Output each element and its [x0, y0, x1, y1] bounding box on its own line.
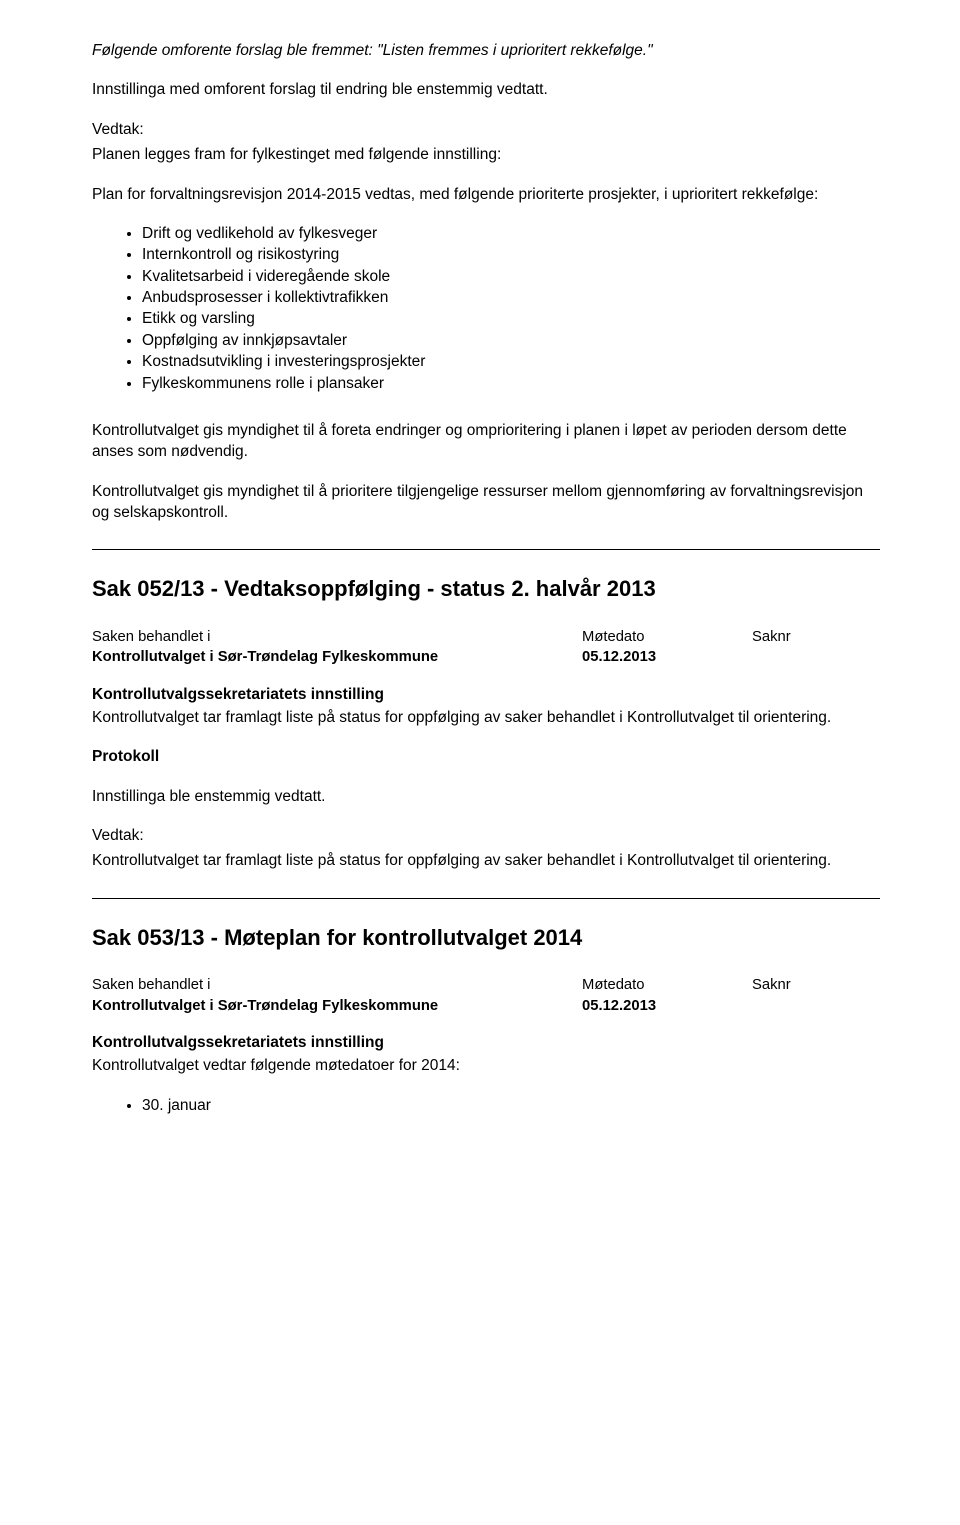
sak052-protokoll-label: Protokoll — [92, 746, 880, 767]
list-item: Kostnadsutvikling i investeringsprosjekt… — [142, 351, 880, 372]
sak052-innstilling-label: Kontrollutvalgssekretariatets innstillin… — [92, 684, 880, 705]
list-item: Drift og vedlikehold av fylkesveger — [142, 223, 880, 244]
sak053-meta-data: Kontrollutvalget i Sør-Trøndelag Fylkesk… — [92, 996, 880, 1016]
sak052-meta-data: Kontrollutvalget i Sør-Trøndelag Fylkesk… — [92, 647, 880, 667]
section-divider — [92, 898, 880, 899]
priority-paragraph: Kontrollutvalget gis myndighet til å pri… — [92, 481, 880, 524]
vedtak-label: Vedtak: — [92, 119, 880, 140]
meta-data-col2: 05.12.2013 — [582, 647, 752, 667]
adopted-text: Innstillinga med omforent forslag til en… — [92, 79, 880, 100]
list-item: Fylkeskommunens rolle i plansaker — [142, 373, 880, 394]
list-item: Anbudsprosesser i kollektivtrafikken — [142, 287, 880, 308]
meta-data-col3 — [752, 996, 880, 1016]
list-item: Internkontroll og risikostyring — [142, 244, 880, 265]
meta-header-col2: Møtedato — [582, 975, 752, 995]
section-divider — [92, 549, 880, 550]
list-item: Oppfølging av innkjøpsavtaler — [142, 330, 880, 351]
sak053-bullet-list: 30. januar — [92, 1095, 880, 1116]
sak053-innstilling-label: Kontrollutvalgssekretariatets innstillin… — [92, 1032, 880, 1053]
authority-paragraph: Kontrollutvalget gis myndighet til å for… — [92, 420, 880, 463]
meta-data-col3 — [752, 647, 880, 667]
meta-header-col1: Saken behandlet i — [92, 975, 582, 995]
plan-body: Plan for forvaltningsrevisjon 2014-2015 … — [92, 184, 880, 205]
list-item: 30. januar — [142, 1095, 880, 1116]
meta-data-col1: Kontrollutvalget i Sør-Trøndelag Fylkesk… — [92, 647, 582, 667]
sak052-meta-header: Saken behandlet i Møtedato Saknr — [92, 627, 880, 647]
sak053-title: Sak 053/13 - Møteplan for kontrollutvalg… — [92, 923, 880, 953]
meta-header-col2: Møtedato — [582, 627, 752, 647]
meta-data-col1: Kontrollutvalget i Sør-Trøndelag Fylkesk… — [92, 996, 582, 1016]
sak052-vedtak-body: Kontrollutvalget tar framlagt liste på s… — [92, 850, 880, 871]
sak053-innstilling-body: Kontrollutvalget vedtar følgende møtedat… — [92, 1055, 880, 1076]
sak052-protokoll-body: Innstillinga ble enstemmig vedtatt. — [92, 786, 880, 807]
meta-header-col1: Saken behandlet i — [92, 627, 582, 647]
sak053-meta-header: Saken behandlet i Møtedato Saknr — [92, 975, 880, 995]
meta-header-col3: Saknr — [752, 975, 880, 995]
meta-data-col2: 05.12.2013 — [582, 996, 752, 1016]
list-item: Etikk og varsling — [142, 308, 880, 329]
sak052-vedtak-label: Vedtak: — [92, 825, 880, 846]
meta-header-col3: Saknr — [752, 627, 880, 647]
plan-intro: Planen legges fram for fylkestinget med … — [92, 144, 880, 165]
plan-bullet-list: Drift og vedlikehold av fylkesvegerInter… — [92, 223, 880, 394]
sak052-title: Sak 052/13 - Vedtaksoppfølging - status … — [92, 574, 880, 604]
sak052-innstilling-body: Kontrollutvalget tar framlagt liste på s… — [92, 707, 880, 728]
list-item: Kvalitetsarbeid i videregående skole — [142, 266, 880, 287]
proposal-text: Følgende omforente forslag ble fremmet: … — [92, 40, 880, 61]
